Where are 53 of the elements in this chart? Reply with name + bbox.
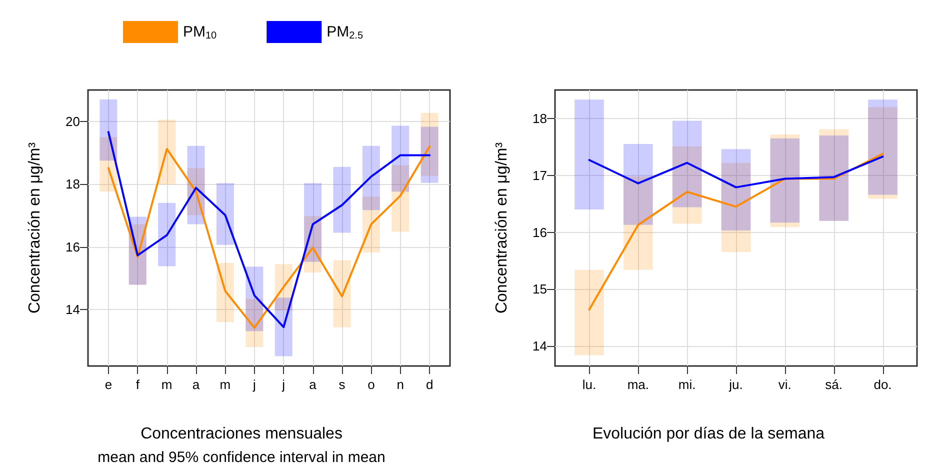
- y-tick-label: 18: [66, 176, 80, 192]
- y-tick-label: 20: [66, 114, 80, 129]
- line-series: [588, 152, 884, 311]
- bar: [274, 298, 292, 356]
- x-tick-label: d: [426, 377, 434, 392]
- y-tick-label: 17: [532, 168, 547, 183]
- x-tick-label: a: [192, 377, 200, 392]
- x-tick-label: e: [104, 377, 112, 392]
- bar: [333, 166, 351, 233]
- bar: [333, 260, 351, 328]
- x-axis-title: Evolución por días de la semana: [592, 426, 825, 442]
- line-series: [588, 156, 884, 188]
- x-tick-label: s: [338, 377, 346, 392]
- x-tick-label: j: [252, 377, 256, 392]
- bar: [187, 146, 205, 224]
- bar: [672, 120, 702, 208]
- y-tick-label: 14: [66, 302, 80, 318]
- x-tick-label: lu.: [582, 377, 596, 392]
- bar: [420, 126, 438, 183]
- x-tick-label: ju.: [728, 377, 743, 392]
- y-tick-label: 16: [532, 224, 547, 240]
- x-tick-label: o: [368, 377, 375, 392]
- x-tick-label: j: [281, 377, 286, 392]
- bar: [100, 99, 118, 161]
- y-axis-title: Concentración en μg/m³: [494, 142, 510, 314]
- x-tick-label: vi.: [778, 377, 792, 392]
- bar: [623, 144, 653, 225]
- bar: [362, 146, 380, 210]
- bar: [216, 183, 234, 245]
- bar: [574, 270, 604, 356]
- bar: [158, 202, 176, 266]
- bar: [304, 183, 322, 262]
- text: mean and 95% confidence interval in mean: [98, 449, 386, 466]
- y-tick-label: 15: [532, 282, 547, 297]
- y-axis-title: Concentración en μg/m³: [26, 142, 44, 314]
- bar: [158, 120, 176, 184]
- bar: [721, 149, 751, 231]
- y-tick-label: 16: [66, 239, 80, 254]
- bar: [216, 262, 234, 322]
- x-axis-title: Concentraciones mensuales: [140, 426, 342, 442]
- x-tick-label: mi.: [678, 377, 696, 392]
- y-tick-label: 14: [532, 338, 547, 354]
- bar: [392, 126, 410, 192]
- x-tick-label: f: [136, 377, 140, 392]
- y-tick-label: 18: [532, 110, 547, 126]
- x-tick-label: sá.: [825, 377, 843, 392]
- x-tick-label: a: [309, 377, 318, 392]
- x-tick-label: m: [220, 377, 231, 392]
- x-tick-label: do.: [874, 377, 892, 392]
- bar: [574, 100, 604, 210]
- x-tick-label: n: [396, 377, 404, 392]
- x-tick-label: m: [161, 377, 172, 392]
- x-tick-label: ma.: [627, 377, 649, 392]
